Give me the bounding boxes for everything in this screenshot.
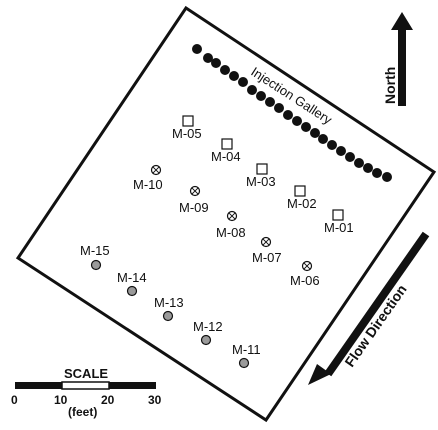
well-marker-square [256, 163, 268, 175]
well-label: M-10 [133, 177, 163, 192]
well-label: M-03 [246, 174, 276, 189]
well-label: M-11 [232, 342, 261, 357]
well-marker-crossed [226, 210, 238, 222]
well-marker-filled [162, 310, 174, 322]
well-marker-filled [238, 357, 250, 369]
flow-arrow-head [308, 364, 331, 385]
gallery-point [363, 163, 373, 173]
gallery-point [354, 158, 364, 168]
gallery-point [203, 53, 213, 63]
gallery-point [274, 103, 284, 113]
scale-title: SCALE [64, 366, 108, 381]
well-label: M-06 [290, 273, 320, 288]
gallery-point [211, 58, 221, 68]
crossed-wells: M-10 M-09 M-08 M-07 M-06 [133, 164, 320, 288]
gallery-point [327, 140, 337, 150]
gallery-point [256, 91, 266, 101]
gallery-point [192, 44, 202, 54]
well-label: M-13 [154, 295, 184, 310]
well-marker-filled [200, 334, 212, 346]
scale-segment [61, 381, 110, 390]
scale-segment [109, 382, 156, 389]
scale-segment [15, 382, 62, 389]
gallery-point [301, 122, 311, 132]
well-label: M-14 [117, 270, 147, 285]
scale-tick: 30 [148, 393, 162, 407]
scale-tick: 0 [11, 393, 18, 407]
well-label: M-08 [216, 225, 246, 240]
scale-tick: 20 [101, 393, 115, 407]
well-marker-square [182, 115, 194, 127]
site-boundary [15, 5, 437, 423]
gallery-point [382, 172, 392, 182]
well-marker-crossed [189, 185, 201, 197]
gallery-point [336, 146, 346, 156]
gallery-point [318, 134, 328, 144]
gallery-point [238, 77, 248, 87]
well-marker-crossed [260, 236, 272, 248]
north-label: North [382, 67, 398, 104]
filled-wells: M-15 M-14 M-13 M-12 M-11 [80, 243, 261, 369]
injection-gallery [192, 44, 392, 182]
gallery-point [283, 110, 293, 120]
gallery-point [247, 85, 257, 95]
well-marker-crossed [301, 260, 313, 272]
well-label: M-12 [193, 319, 223, 334]
scale-tick: 10 [54, 393, 68, 407]
well-marker-square [221, 138, 233, 150]
square-wells: M-05 M-04 M-03 M-02 M-01 [172, 115, 354, 235]
north-arrow-head [391, 12, 413, 30]
gallery-point [265, 97, 275, 107]
gallery-point [292, 116, 302, 126]
well-label: M-04 [211, 149, 241, 164]
flow-arrow-shaft [324, 231, 430, 377]
well-label: M-15 [80, 243, 110, 258]
scale-unit: (feet) [68, 405, 97, 419]
well-marker-crossed [150, 164, 162, 176]
well-marker-filled [90, 259, 102, 271]
well-label: M-01 [324, 220, 354, 235]
north-arrow-shaft [398, 28, 406, 106]
scale-bar: SCALE 0 10 20 30 (feet) [11, 366, 162, 419]
well-label: M-05 [172, 126, 202, 141]
well-label: M-07 [252, 250, 282, 265]
flow-arrow [308, 231, 430, 385]
well-marker-square [294, 185, 306, 197]
well-marker-square [332, 209, 344, 221]
gallery-point [372, 168, 382, 178]
well-marker-filled [126, 285, 138, 297]
gallery-point [220, 65, 230, 75]
gallery-point [229, 71, 239, 81]
north-arrow [391, 12, 413, 106]
well-label: M-09 [179, 200, 209, 215]
gallery-point [310, 128, 320, 138]
well-label: M-02 [287, 196, 317, 211]
gallery-point [345, 152, 355, 162]
